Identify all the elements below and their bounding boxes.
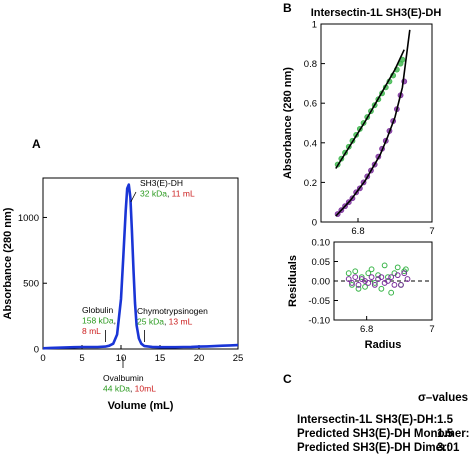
fit-line bbox=[335, 49, 405, 169]
residual-point bbox=[385, 274, 391, 281]
residual-point bbox=[391, 282, 398, 288]
x-tick-label: 5 bbox=[79, 353, 84, 364]
annotation-text: , bbox=[130, 384, 135, 394]
residual-point bbox=[371, 282, 378, 288]
residual-point bbox=[349, 280, 355, 286]
annotation-text: 44 kDa bbox=[103, 384, 130, 394]
x-tick-label: 25 bbox=[233, 353, 244, 364]
x-axis-label: Radius bbox=[365, 339, 402, 351]
residual-point bbox=[401, 270, 408, 277]
annotation-text: , bbox=[167, 189, 172, 199]
annotation-text: , bbox=[164, 317, 169, 327]
residual-point bbox=[394, 264, 401, 271]
fit-line bbox=[335, 29, 411, 217]
peak-annotation: SH3(E)-DH bbox=[140, 178, 183, 188]
panel-label-b: B bbox=[283, 1, 292, 15]
annotation-arrow bbox=[130, 191, 137, 203]
residual-point bbox=[355, 285, 362, 292]
y-tick-label: 0.6 bbox=[304, 99, 317, 110]
residual-point bbox=[398, 282, 404, 288]
residual-point bbox=[365, 280, 372, 286]
absorbance-radius-chart: Intersectin-1L SH3(E)-DH 6.8 7 0 0.2 0.4 0.6 0.… bbox=[282, 7, 441, 237]
residual-point bbox=[349, 282, 355, 288]
residual-point bbox=[381, 262, 388, 269]
elution-trace bbox=[42, 183, 239, 350]
annotation-text: 158 kDa bbox=[82, 316, 114, 326]
residual-point bbox=[345, 270, 352, 277]
panel-label-c: C bbox=[283, 372, 292, 386]
x-tick-label: 0 bbox=[40, 353, 45, 364]
x-tick-label: 7 bbox=[429, 226, 434, 237]
y-axis-label: Residuals bbox=[287, 255, 299, 307]
residual-point bbox=[388, 274, 395, 281]
annotation-text: 25 kDa bbox=[137, 317, 164, 327]
annotation-text: 10mL bbox=[135, 384, 157, 394]
y-axis-label: Absorbance (280 nm) bbox=[2, 207, 14, 319]
x-tick-label: 6.8 bbox=[351, 226, 364, 237]
x-tick-label: 10 bbox=[116, 353, 127, 364]
chart-title: Intersectin-1L SH3(E)-DH bbox=[311, 7, 442, 19]
residual-point bbox=[368, 274, 375, 281]
peak-annotation: 8 mL bbox=[82, 326, 101, 336]
residual-point bbox=[352, 274, 359, 281]
residuals-chart: 6.8 7 0.10 0.05 0.00 -0.05 -0.10 Residuals Radiu… bbox=[287, 238, 435, 352]
residual-point bbox=[345, 276, 352, 282]
residual-point bbox=[358, 274, 365, 281]
annotation-text: 32 kDa bbox=[140, 189, 167, 199]
x-axis-label: Volume (mL) bbox=[108, 400, 174, 412]
residual-point bbox=[378, 285, 385, 292]
plot-frame bbox=[42, 177, 239, 350]
annotation-text: 8 mL bbox=[82, 326, 101, 336]
residual-point bbox=[371, 280, 378, 286]
y-tick-label: -0.05 bbox=[308, 296, 330, 307]
residual-point bbox=[378, 274, 385, 281]
y-tick-label: 500 bbox=[23, 279, 39, 290]
annotation-text: , bbox=[114, 316, 116, 326]
y-tick-label: 0.10 bbox=[312, 238, 331, 249]
residual-point bbox=[394, 272, 401, 279]
residual-point bbox=[368, 266, 375, 273]
peak-annotation: 32 kDa, 11 mL bbox=[140, 189, 195, 199]
residual-point bbox=[352, 268, 359, 275]
y-tick-label: 0.8 bbox=[304, 59, 317, 70]
peak-annotation: Ovalbumin bbox=[103, 373, 144, 383]
residual-point bbox=[404, 276, 411, 282]
y-tick-label: 0.2 bbox=[304, 178, 317, 189]
peak-annotation: 25 kDa, 13 mL bbox=[137, 317, 193, 327]
y-tick-label: 0 bbox=[312, 218, 317, 229]
panel-label-a: A bbox=[32, 137, 41, 151]
y-tick-label: 0.05 bbox=[312, 257, 331, 268]
residual-point bbox=[362, 283, 368, 290]
annotation-text: Ovalbumin bbox=[103, 373, 144, 383]
annotation-text: 13 mL bbox=[169, 317, 193, 327]
annotation-text: SH3(E)-DH bbox=[140, 178, 183, 188]
x-tick-label: 6.8 bbox=[360, 324, 373, 335]
residual-point bbox=[388, 289, 395, 296]
y-tick-label: 1000 bbox=[18, 213, 39, 224]
x-tick-label: 15 bbox=[155, 353, 166, 364]
annotation-text: 11 mL bbox=[172, 189, 195, 199]
chromatogram-chart: 0 5 10 15 20 25 0 500 1000 Absorbance (280 nm) Vol… bbox=[2, 177, 244, 412]
residual-point bbox=[365, 270, 372, 277]
residual-point bbox=[385, 278, 391, 284]
peak-annotation: 158 kDa, bbox=[82, 316, 116, 326]
y-axis-label: Absorbance (280 nm) bbox=[282, 67, 294, 179]
y-tick-label: 0.4 bbox=[304, 138, 317, 149]
residual-point bbox=[355, 282, 362, 288]
peak-annotation: 44 kDa, 10mL bbox=[103, 384, 156, 394]
y-tick-label: -0.10 bbox=[308, 316, 330, 327]
y-tick-label: 0.00 bbox=[312, 277, 331, 288]
x-tick-label: 7 bbox=[429, 324, 434, 335]
y-tick-label: 0 bbox=[34, 345, 39, 356]
x-tick-label: 20 bbox=[194, 353, 205, 364]
peak-annotation: Globulin bbox=[82, 305, 113, 315]
annotation-text: Chymotrypsinogen bbox=[137, 306, 208, 316]
peak-annotation: Chymotrypsinogen bbox=[137, 306, 208, 316]
y-tick-label: 1 bbox=[312, 20, 317, 31]
plot-frame bbox=[320, 23, 433, 223]
annotation-text: Globulin bbox=[82, 305, 113, 315]
